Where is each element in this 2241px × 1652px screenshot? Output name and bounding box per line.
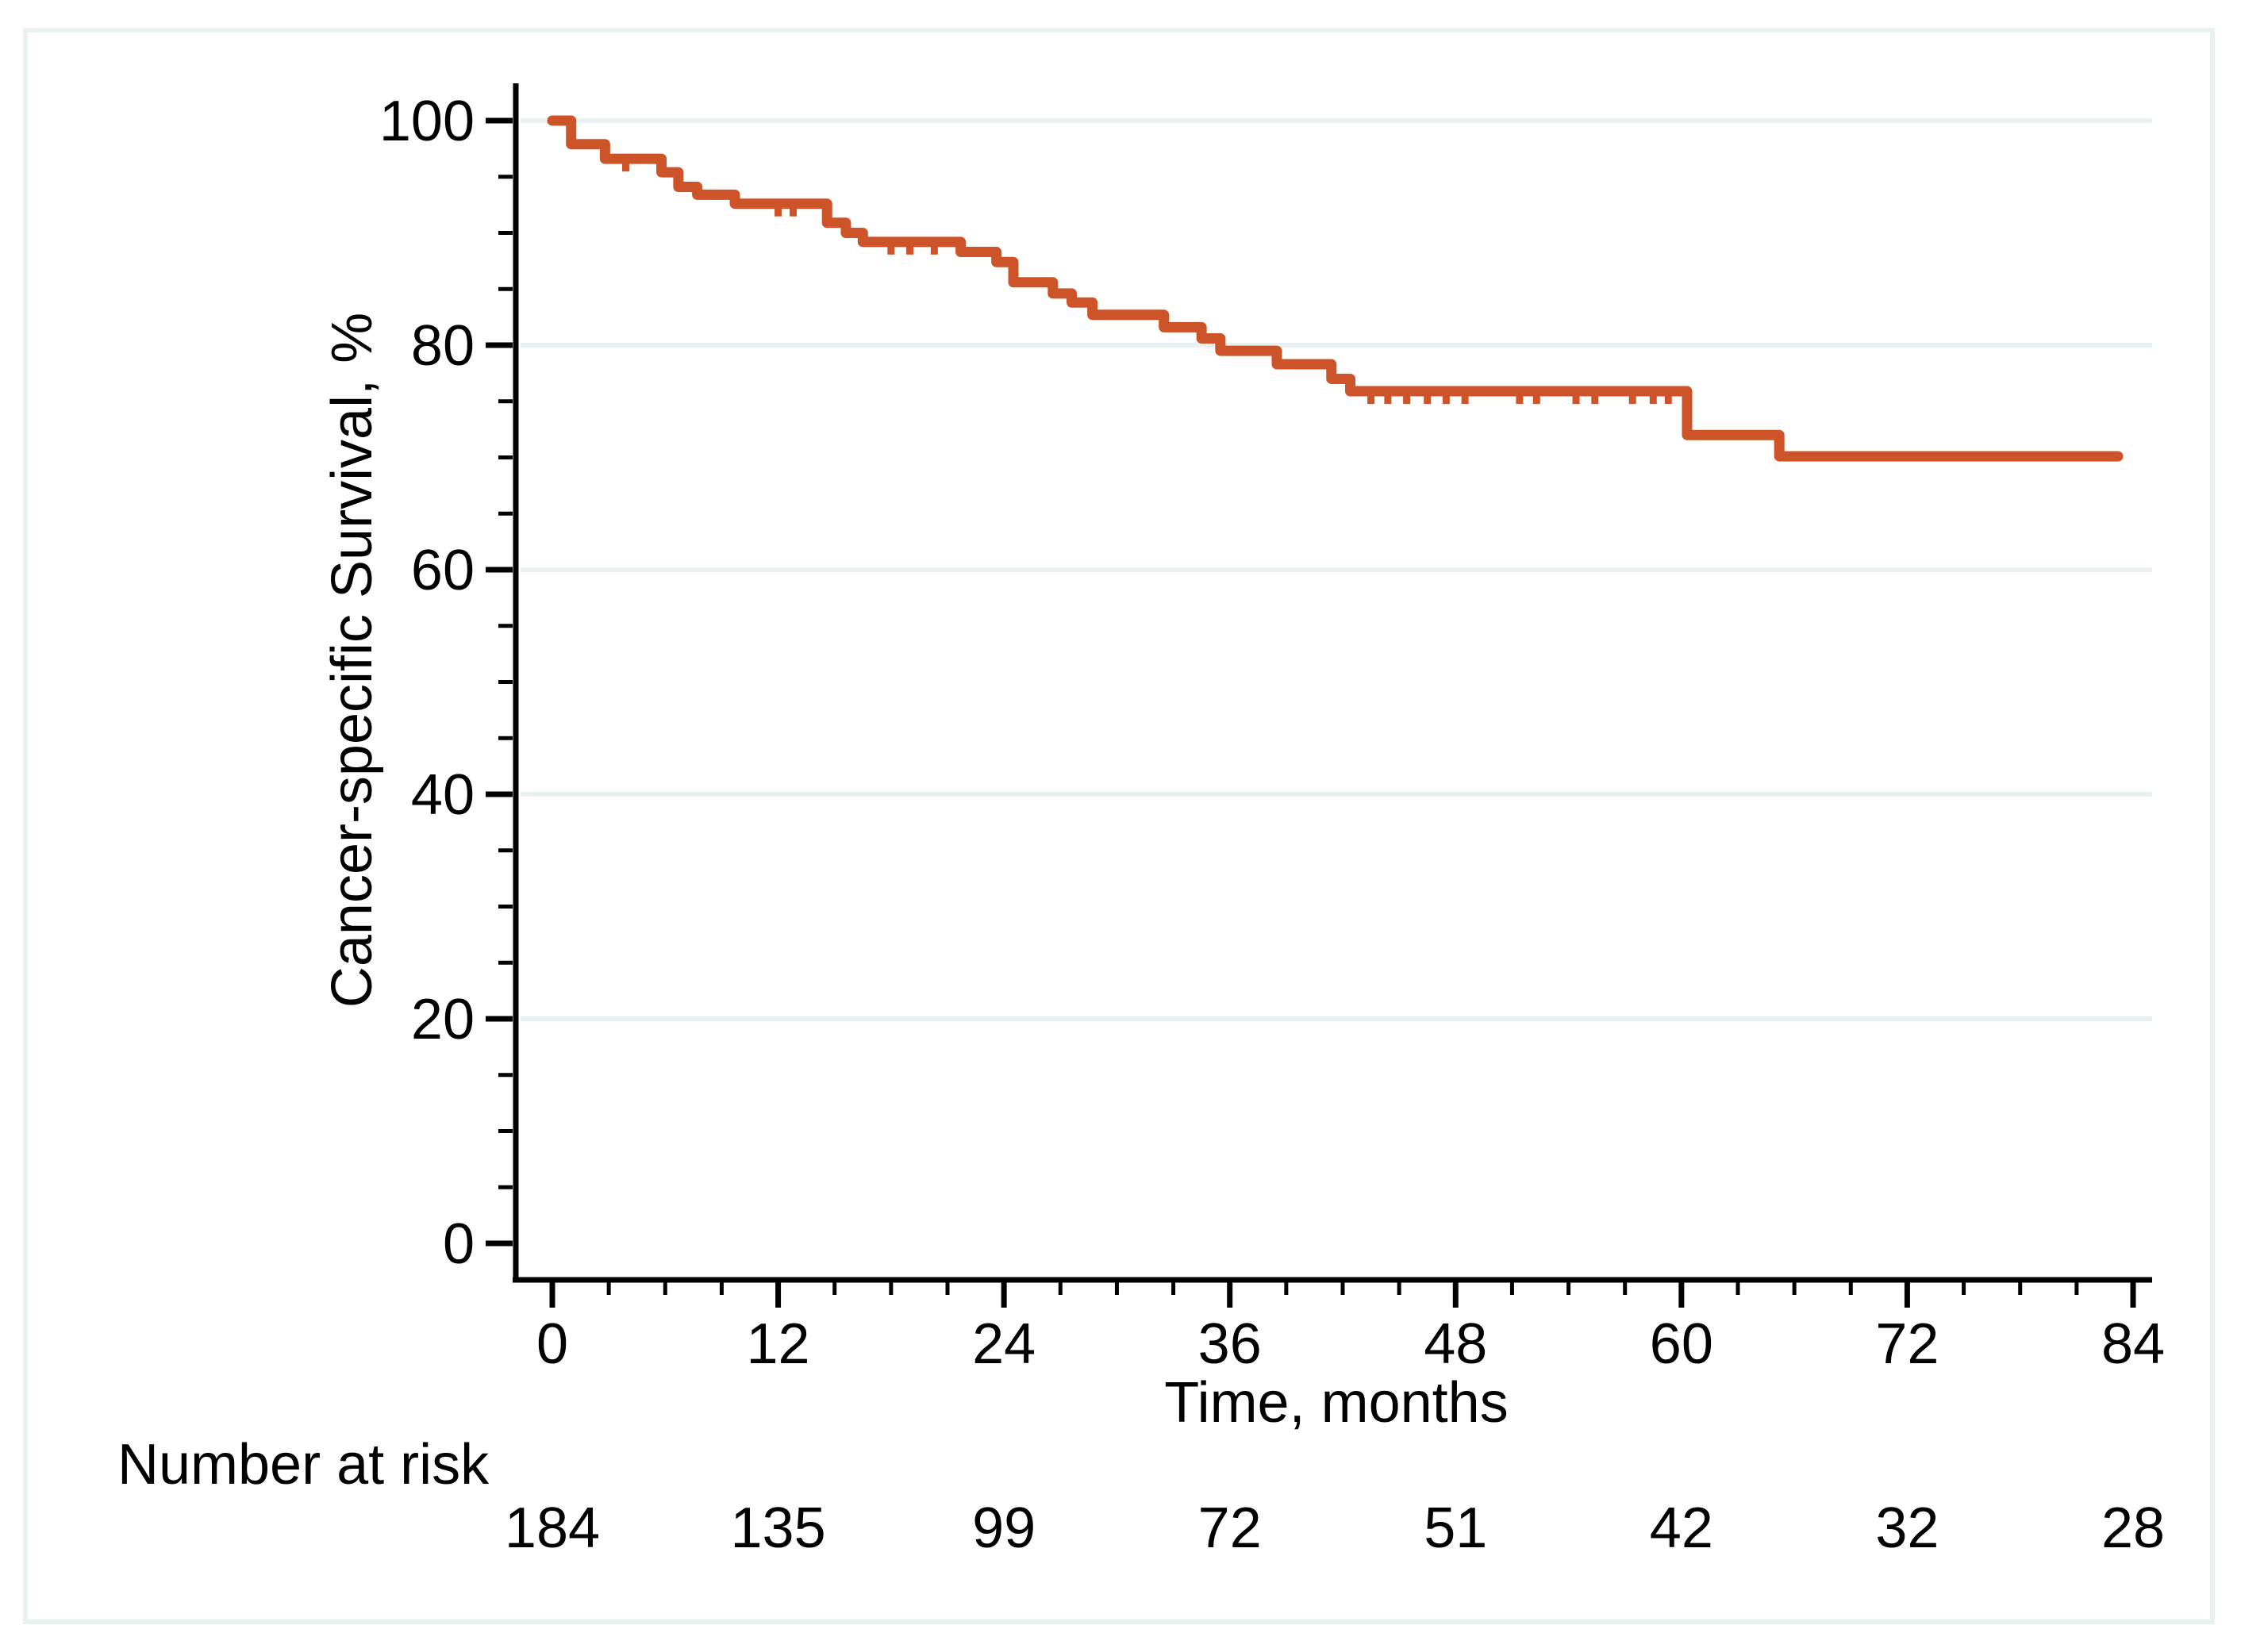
- number-at-risk-row: 184 135 99 72 51 42 32 28: [505, 1496, 2165, 1560]
- x-tick-labels: 0 12 24 36 48 60 72 84: [536, 1312, 2165, 1376]
- x-tick-label: 0: [536, 1312, 568, 1376]
- risk-count: 32: [1875, 1496, 1939, 1560]
- x-axis-ticks: [549, 1282, 2136, 1308]
- risk-count: 184: [505, 1496, 600, 1560]
- y-axis-ticks: [486, 117, 513, 1247]
- y-axis-title: Cancer-specific Survival, %: [321, 313, 384, 1008]
- x-tick-label: 84: [2101, 1312, 2165, 1376]
- risk-count: 42: [1650, 1496, 1713, 1560]
- y-tick-labels: 0 20 40 60 80 100: [379, 90, 475, 1276]
- y-tick-label: 20: [411, 988, 475, 1051]
- x-axis-title: Time, months: [1164, 1371, 1508, 1435]
- risk-count: 135: [731, 1496, 826, 1560]
- censor-marks: [621, 162, 1672, 405]
- x-tick-label: 72: [1875, 1312, 1939, 1376]
- risk-count: 99: [972, 1496, 1036, 1560]
- x-tick-label: 12: [747, 1312, 810, 1376]
- y-tick-label: 60: [411, 539, 475, 602]
- x-tick-label: 24: [972, 1312, 1036, 1376]
- y-tick-label: 100: [379, 90, 475, 153]
- survival-curve: [547, 115, 2124, 462]
- gridlines: [521, 118, 2152, 1021]
- risk-count: 28: [2101, 1496, 2165, 1560]
- y-tick-label: 0: [443, 1212, 475, 1276]
- risk-count: 72: [1198, 1496, 1262, 1560]
- risk-count: 51: [1424, 1496, 1487, 1560]
- y-tick-label: 80: [411, 314, 475, 378]
- figure-border: [23, 28, 2215, 1624]
- x-tick-label: 60: [1650, 1312, 1713, 1376]
- x-tick-label: 48: [1424, 1312, 1487, 1376]
- number-at-risk-label: Number at risk: [117, 1433, 490, 1496]
- x-tick-label: 36: [1198, 1312, 1262, 1376]
- y-tick-label: 40: [411, 763, 475, 827]
